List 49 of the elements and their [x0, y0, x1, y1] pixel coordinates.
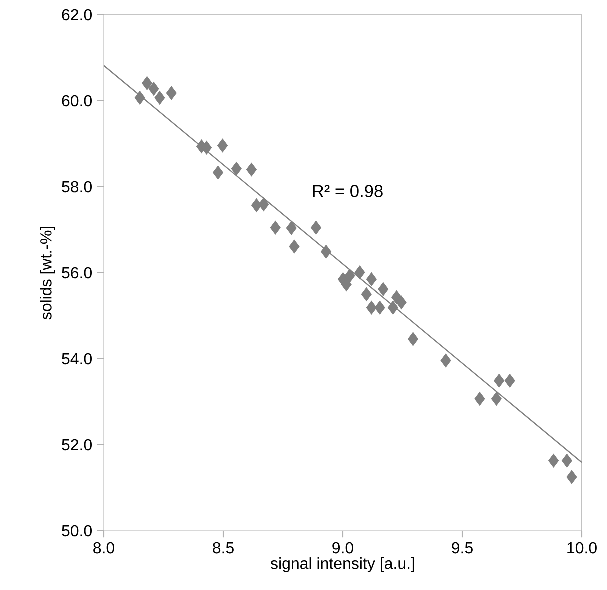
point: [504, 374, 516, 388]
point: [378, 282, 389, 296]
y-tick-label: 56.0: [62, 267, 92, 279]
x-tick-label: 10.0: [568, 542, 597, 554]
point: [202, 140, 212, 155]
annotation: R² = 0.98: [313, 185, 383, 198]
x-tick-label: 8.5: [213, 542, 234, 554]
point: [270, 220, 281, 235]
point: [548, 454, 560, 468]
point: [562, 454, 572, 468]
x-tick-label: 9.0: [332, 542, 354, 554]
point: [374, 300, 386, 315]
y-axis-title: solids [wt.-%]: [40, 227, 55, 320]
x-tick-label: 8.0: [94, 542, 115, 554]
y-tick-label: 58.0: [62, 181, 92, 193]
point: [289, 240, 300, 254]
point: [166, 86, 177, 100]
point: [354, 266, 366, 280]
y-tick-label: 54.0: [62, 353, 92, 365]
y-tick-label: 62.0: [62, 9, 92, 21]
y-tick-label: 60.0: [62, 95, 92, 107]
y-tick-label: 52.0: [62, 439, 92, 451]
point: [408, 332, 419, 346]
point: [344, 269, 356, 283]
point: [494, 374, 505, 388]
y-tick-label: 50.0: [62, 525, 92, 537]
point: [474, 392, 486, 406]
point: [366, 300, 377, 315]
point: [246, 162, 257, 177]
point: [361, 288, 372, 302]
x-tick-label: 9.5: [452, 542, 473, 554]
x-axis-title: signal intensity [a.u.]: [270, 558, 414, 572]
point: [321, 244, 332, 259]
point: [258, 198, 270, 212]
point: [286, 221, 297, 236]
point: [440, 354, 452, 368]
point: [142, 76, 153, 90]
point: [491, 392, 502, 406]
point: [566, 470, 578, 484]
point: [218, 138, 228, 153]
point: [310, 220, 322, 235]
point: [148, 82, 160, 96]
point: [366, 272, 377, 286]
point: [388, 300, 398, 315]
point: [134, 91, 146, 105]
point: [231, 162, 242, 176]
point: [154, 91, 166, 105]
point: [396, 296, 407, 310]
point: [212, 166, 224, 180]
